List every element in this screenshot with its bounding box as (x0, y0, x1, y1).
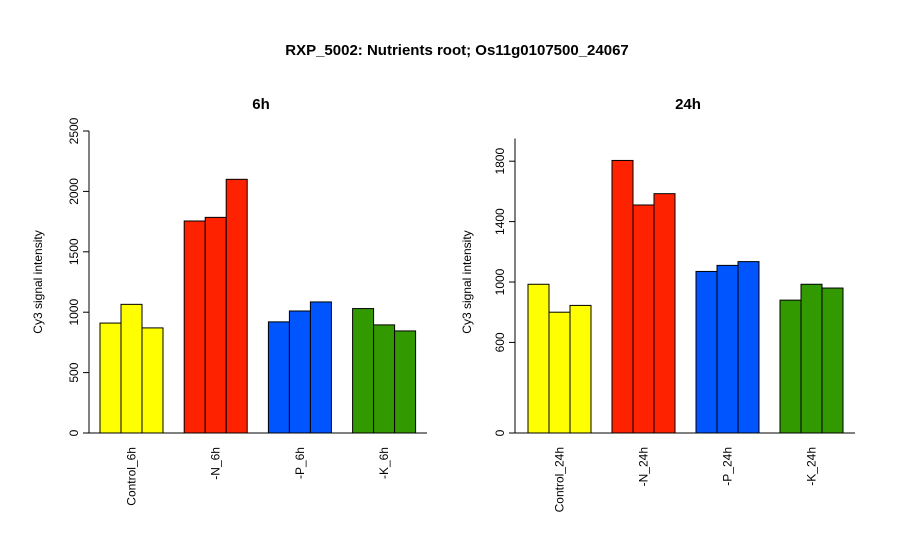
bar-1-1 (204, 216, 227, 434)
x-tick-label: -P_24h (721, 447, 735, 486)
bar-0-0 (527, 283, 550, 434)
chart-panel-0: 6h 0 500 1000 1500 2000 2500 Cy3 signal intensi… (31, 96, 427, 506)
bar-0-1 (548, 311, 571, 434)
bar-3-0 (779, 299, 802, 434)
x-tick-label: -P_6h (293, 447, 307, 479)
y-axis-label: Cy3 signal intensity (460, 230, 474, 333)
bar-0-1 (120, 303, 143, 434)
y-tick-label: 1400 (493, 208, 507, 235)
x-tick-label: Control_6h (125, 447, 139, 506)
y-tick-label: 0 (67, 429, 81, 436)
bar-3-2 (394, 330, 417, 434)
y-tick-label: 600 (493, 332, 507, 352)
bar-3-2 (821, 287, 844, 434)
bar-3-1 (373, 324, 396, 434)
bar-2-0 (695, 270, 718, 434)
bar-3-0 (352, 308, 375, 434)
y-tick-label: 2500 (67, 117, 81, 144)
chart-panel-1: 24h 0 600 1000 1400 1800 Cy3 signal intensity C… (460, 96, 855, 512)
y-tick-label: 1000 (67, 299, 81, 326)
panel-title: 24h (675, 96, 701, 113)
y-tick-label: 500 (67, 362, 81, 382)
x-tick-label: -K_6h (377, 447, 391, 479)
figure-title: RXP_5002: Nutrients root; Os11g0107500_2… (285, 42, 629, 59)
y-tick-label: 2000 (67, 178, 81, 205)
x-tick-label: -K_24h (805, 447, 819, 486)
bar-1-2 (225, 178, 248, 434)
x-tick-label: -N_24h (637, 447, 651, 486)
bar-2-1 (716, 264, 739, 434)
bar-0-2 (569, 304, 592, 434)
y-tick-label: 1800 (493, 148, 507, 175)
bar-2-2 (737, 261, 760, 434)
bar-0-0 (99, 322, 122, 434)
panel-title: 6h (252, 96, 270, 113)
bar-3-1 (800, 283, 823, 434)
y-tick-label: 1000 (493, 268, 507, 295)
y-axis-label: Cy3 signal intensity (31, 230, 45, 333)
bar-2-2 (309, 301, 332, 434)
x-tick-label: Control_24h (553, 447, 567, 512)
y-tick-label: 1500 (67, 238, 81, 265)
bar-1-2 (653, 193, 676, 434)
bar-2-0 (267, 321, 290, 434)
bar-1-0 (611, 159, 634, 434)
bar-1-0 (183, 220, 206, 434)
bar-1-1 (632, 204, 655, 434)
bar-0-2 (141, 327, 164, 434)
x-tick-label: -N_6h (209, 447, 223, 480)
bar-2-1 (288, 310, 311, 434)
y-tick-label: 0 (493, 429, 507, 436)
